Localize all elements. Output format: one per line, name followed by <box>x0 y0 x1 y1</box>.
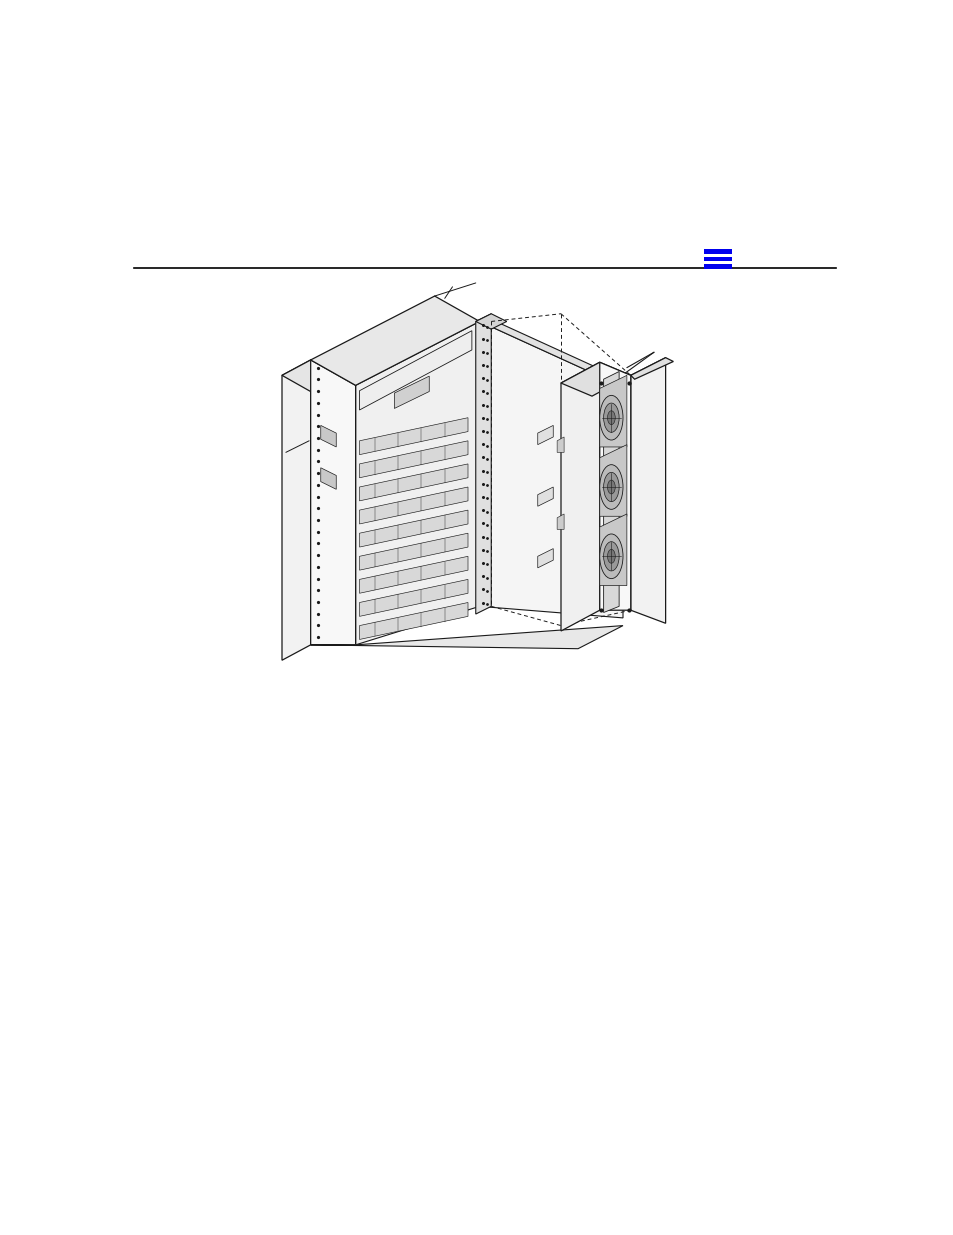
Polygon shape <box>311 359 355 645</box>
Polygon shape <box>359 510 468 547</box>
Ellipse shape <box>603 472 618 501</box>
Polygon shape <box>476 314 491 614</box>
Polygon shape <box>320 468 335 489</box>
Polygon shape <box>359 417 468 454</box>
Polygon shape <box>359 441 468 478</box>
Polygon shape <box>311 626 622 648</box>
Polygon shape <box>599 375 626 447</box>
Polygon shape <box>603 372 618 613</box>
Ellipse shape <box>607 411 615 425</box>
Polygon shape <box>630 358 673 379</box>
Ellipse shape <box>599 464 622 509</box>
Polygon shape <box>359 487 468 524</box>
Ellipse shape <box>599 534 622 579</box>
Ellipse shape <box>607 480 615 494</box>
Polygon shape <box>359 331 472 410</box>
Polygon shape <box>557 514 563 530</box>
Polygon shape <box>537 425 553 445</box>
Bar <box>703 264 732 269</box>
Ellipse shape <box>603 542 618 571</box>
Polygon shape <box>537 487 553 506</box>
Polygon shape <box>394 377 429 409</box>
Ellipse shape <box>599 395 622 440</box>
Polygon shape <box>282 359 311 661</box>
Polygon shape <box>599 445 626 516</box>
Polygon shape <box>560 362 599 631</box>
Polygon shape <box>359 556 468 593</box>
Ellipse shape <box>607 550 615 563</box>
Polygon shape <box>476 314 506 330</box>
Polygon shape <box>599 514 626 585</box>
Polygon shape <box>359 579 468 616</box>
Polygon shape <box>479 321 622 618</box>
Polygon shape <box>282 359 355 401</box>
Polygon shape <box>355 321 479 645</box>
Bar <box>703 257 732 262</box>
Polygon shape <box>359 464 468 501</box>
Polygon shape <box>311 296 479 385</box>
Bar <box>703 249 732 253</box>
Polygon shape <box>599 362 630 610</box>
Polygon shape <box>320 425 335 447</box>
Polygon shape <box>537 548 553 568</box>
Polygon shape <box>630 358 665 624</box>
Polygon shape <box>359 603 468 640</box>
Polygon shape <box>479 317 630 387</box>
Polygon shape <box>557 437 563 452</box>
Polygon shape <box>359 534 468 571</box>
Polygon shape <box>560 362 630 396</box>
Ellipse shape <box>603 403 618 432</box>
